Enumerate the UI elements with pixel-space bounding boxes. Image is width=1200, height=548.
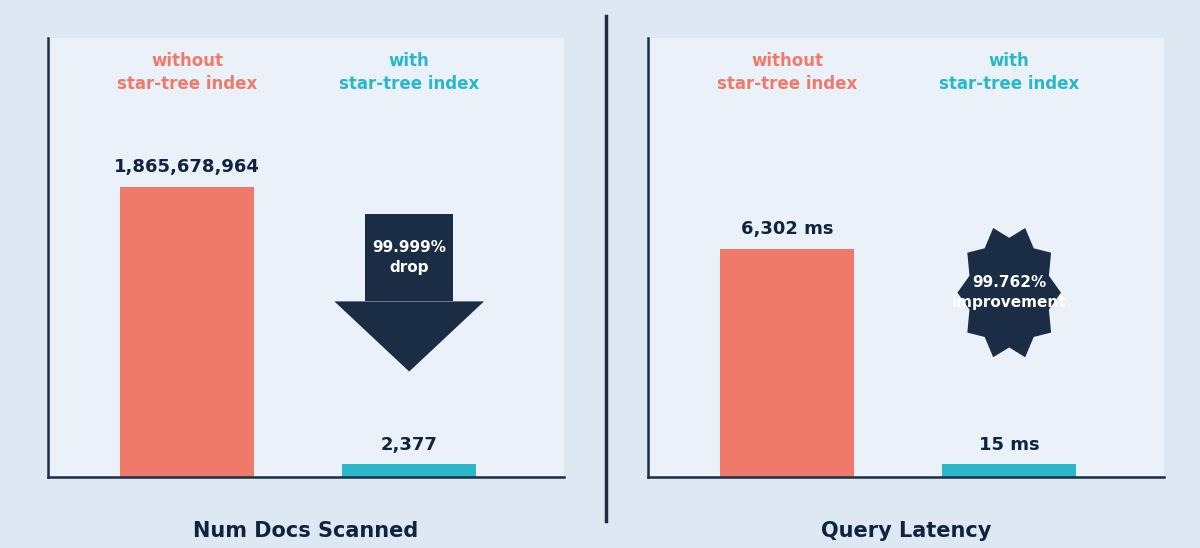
Polygon shape — [335, 301, 484, 372]
Bar — [342, 465, 476, 477]
Text: 1,865,678,964: 1,865,678,964 — [114, 158, 260, 176]
Polygon shape — [365, 214, 454, 301]
Text: Query Latency: Query Latency — [821, 521, 991, 540]
Text: 6,302 ms: 6,302 ms — [742, 220, 834, 238]
Text: without
star-tree index: without star-tree index — [718, 52, 858, 93]
Text: without
star-tree index: without star-tree index — [118, 52, 258, 93]
Text: 99.999%
drop: 99.999% drop — [372, 240, 446, 275]
Bar — [120, 187, 254, 477]
Text: Num Docs Scanned: Num Docs Scanned — [193, 521, 419, 540]
Bar — [720, 249, 854, 477]
Text: with
star-tree index: with star-tree index — [940, 52, 1079, 93]
Text: 2,377: 2,377 — [380, 436, 438, 454]
Text: 99.762%
improvement: 99.762% improvement — [952, 275, 1067, 310]
Polygon shape — [958, 228, 1061, 357]
Text: with
star-tree index: with star-tree index — [340, 52, 479, 93]
Text: 15 ms: 15 ms — [979, 436, 1039, 454]
Bar — [942, 465, 1076, 477]
